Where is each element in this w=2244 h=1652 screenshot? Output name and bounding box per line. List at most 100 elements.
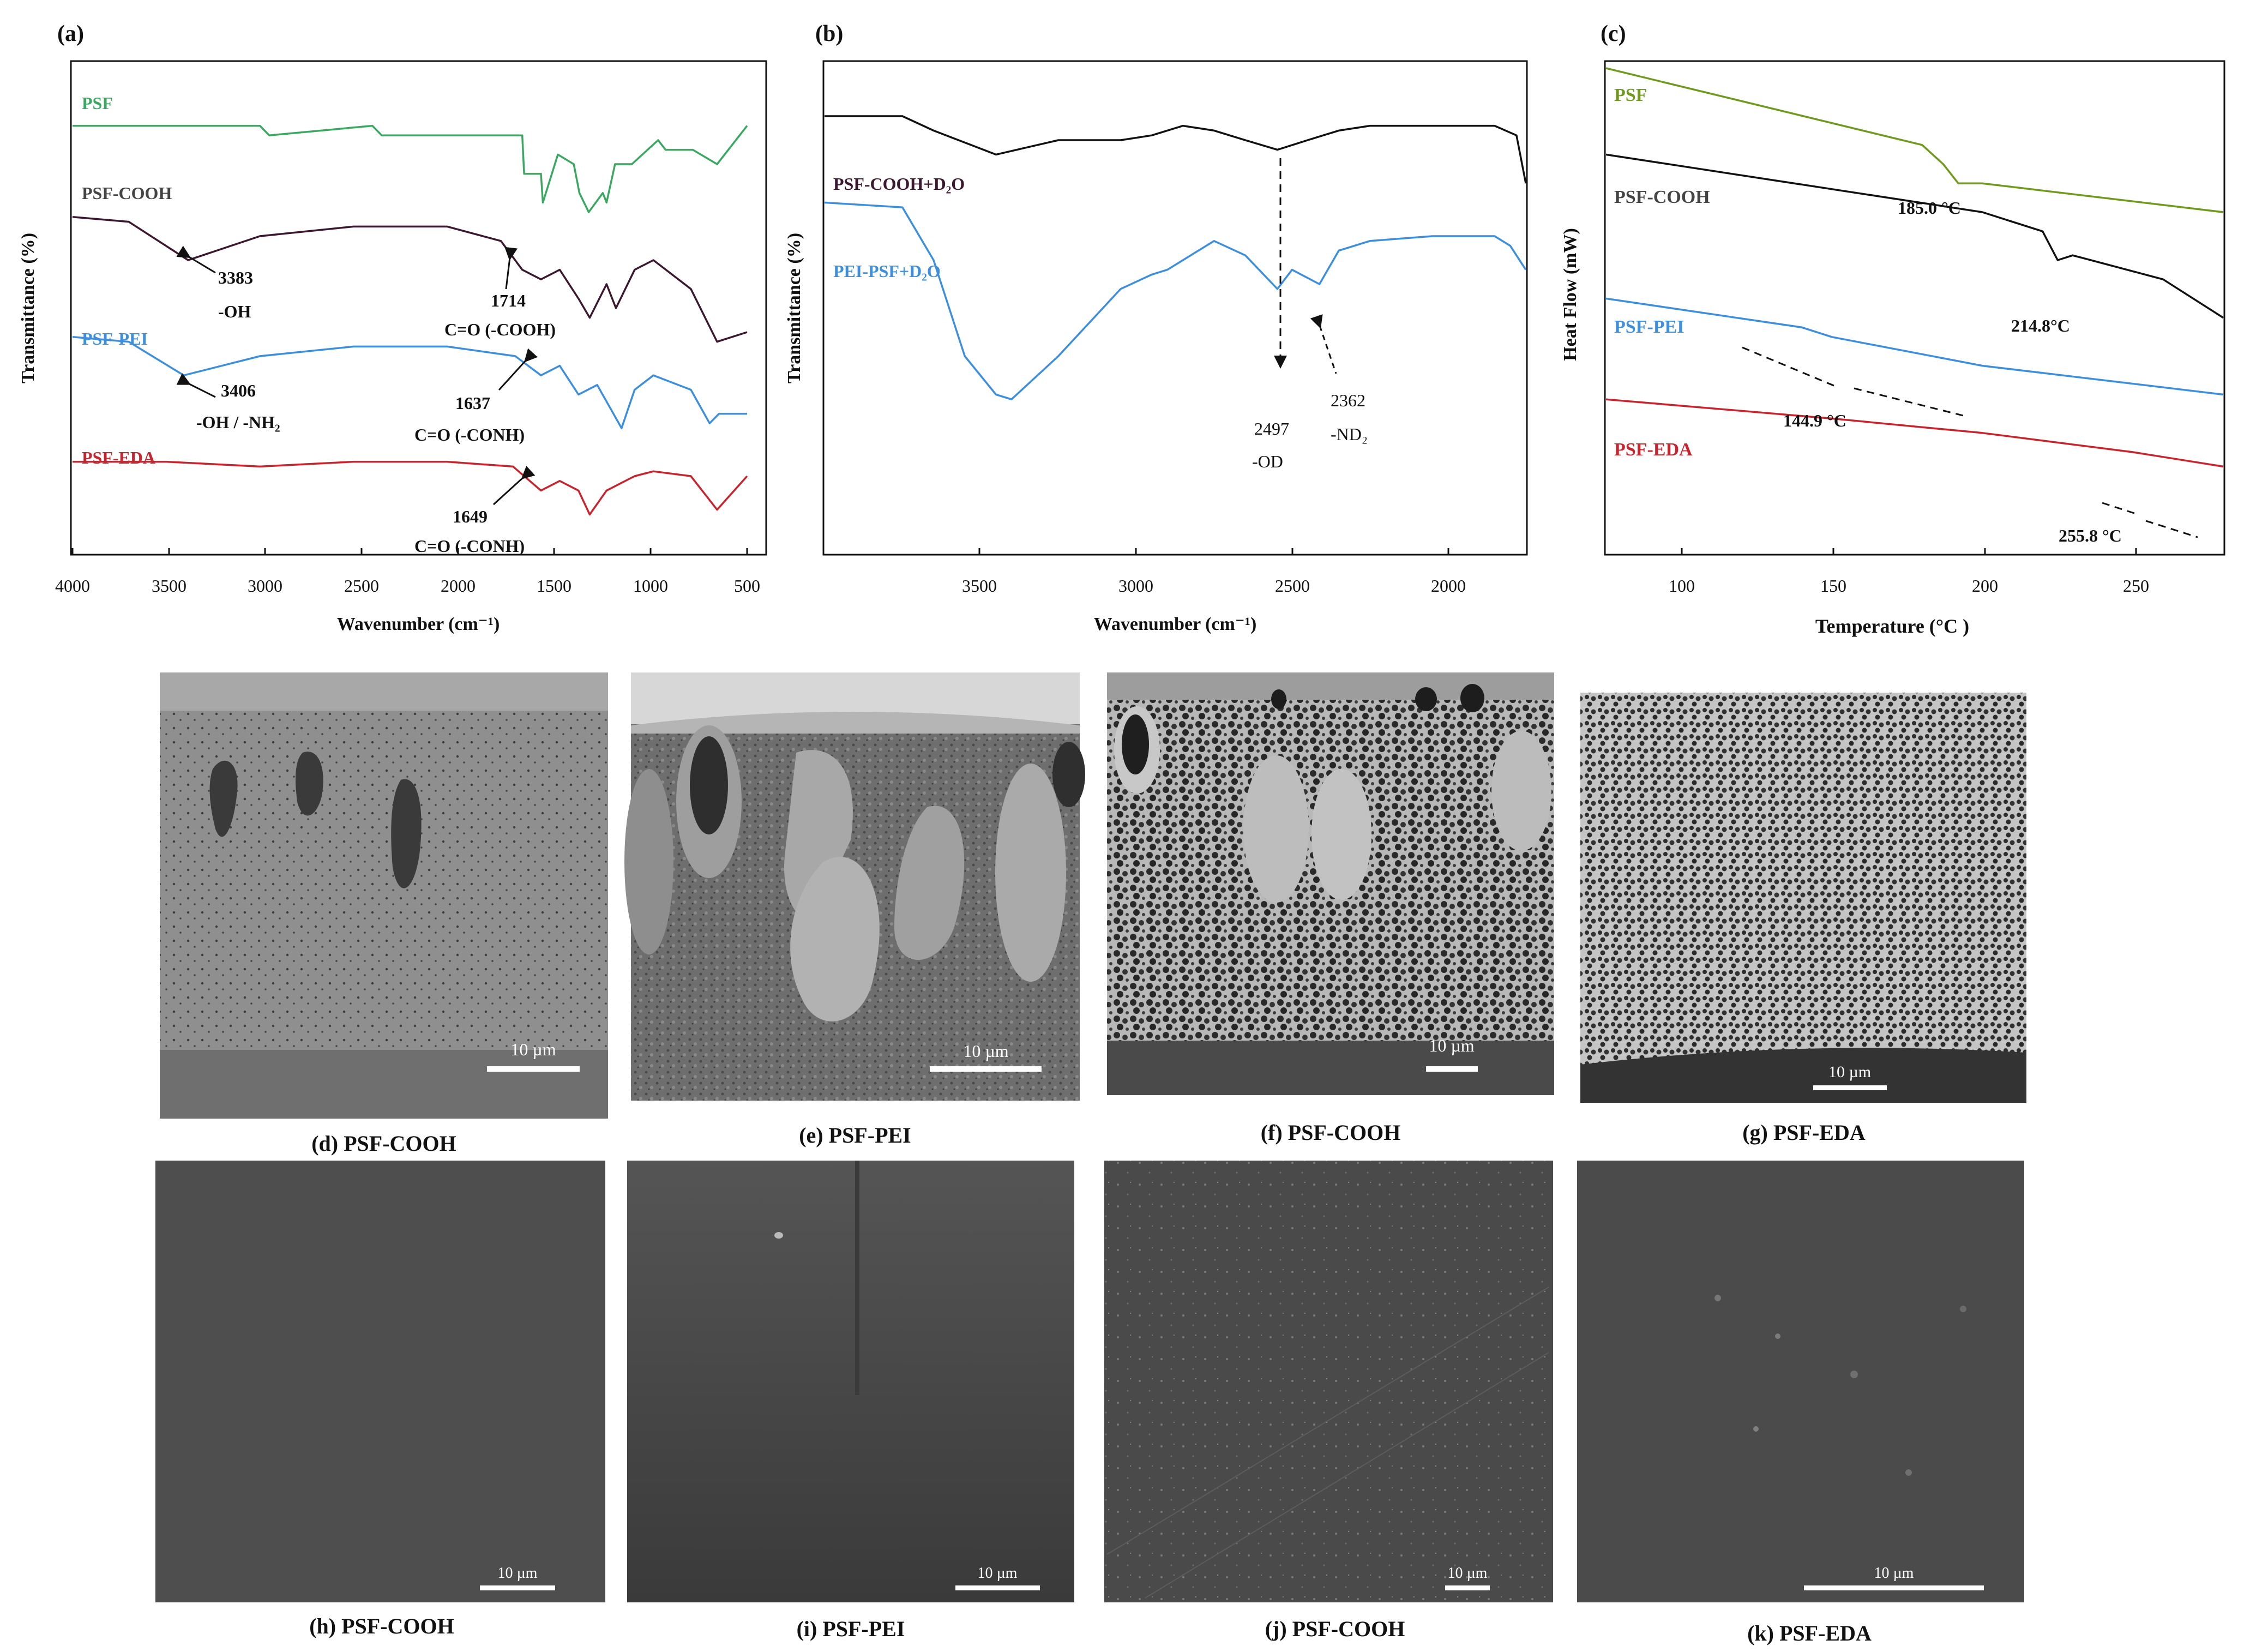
svg-text:10 µm: 10 µm (978, 1565, 1018, 1582)
tangent-eda-a (2102, 502, 2138, 515)
panel-b-ylabel: Transmittance (%) (784, 233, 804, 383)
tick-label: 3000 (248, 576, 282, 596)
panel-a-ylabel: Transmittance (%) (18, 233, 38, 383)
panel-c-lines (1605, 67, 2224, 468)
series-label-psf-cooh: PSF-COOH (82, 183, 172, 203)
tick-label: 3500 (962, 576, 997, 596)
annotation-255: 255.8 °C (2059, 526, 2122, 545)
annotation-2362: 2362 -ND₂ (1310, 314, 1368, 444)
svg-text:C=O (-COOH): C=O (-COOH) (444, 320, 556, 339)
tick-label: 2000 (441, 576, 476, 596)
annotation-1637: 1637 C=O (-CONH) (414, 348, 538, 444)
tick-label: 2000 (1431, 576, 1466, 596)
svg-text:10 µm: 10 µm (1448, 1565, 1488, 1582)
annotation-1714: 1714 C=O (-COOH) (444, 247, 556, 339)
annotation-185: 185.0 °C (1898, 198, 1961, 218)
series-line-c-0 (1605, 67, 2224, 213)
annotation-3383: 3383 -OH (176, 245, 253, 321)
sem-image-d: 10 µm (160, 672, 608, 1119)
series-label-dsc-psf-pei: PSF-PEI (1614, 317, 1684, 337)
svg-text:10 µm: 10 µm (498, 1565, 538, 1582)
svg-text:10 µm: 10 µm (1429, 1036, 1474, 1055)
sem-image-h: 10 µm (155, 1161, 605, 1602)
series-line-a-0 (73, 124, 748, 213)
tick-label: 250 (2123, 576, 2149, 596)
svg-text:C=O (-CONH): C=O (-CONH) (414, 425, 525, 444)
sem-image-e: 10 µm (624, 672, 1085, 1101)
panel-a-lines (72, 124, 748, 516)
tick-label: 1000 (633, 576, 668, 596)
series-line-a-3 (73, 460, 748, 516)
tick-label: 3000 (1118, 576, 1153, 596)
svg-text:-OH: -OH (218, 302, 251, 321)
series-label-dsc-psf-eda: PSF-EDA (1614, 440, 1693, 460)
svg-text:C=O (-CONH): C=O (-CONH) (414, 536, 525, 556)
svg-text:10 µm: 10 µm (510, 1040, 556, 1059)
series-label-psf-pei: PSF-PEI (82, 329, 148, 349)
panel-c: (c) Heat Flow (mW) Temperature (°C ) 100… (1560, 21, 2225, 637)
svg-text:1714: 1714 (491, 291, 526, 310)
sem-image-j: 10 µm (1104, 1161, 1553, 1602)
annotation-3406: 3406 -OH / -NH₂ (176, 373, 280, 432)
svg-text:2362: 2362 (1331, 391, 1365, 410)
tangent-pei-a (1742, 346, 1838, 388)
panel-b-frame (822, 60, 1528, 556)
panel-a: (a) Transmittance (%) Wavenumber (cm⁻¹) … (18, 21, 767, 634)
series-line-a-1 (72, 216, 748, 343)
series-label-psf: PSF (82, 93, 113, 113)
svg-text:3406: 3406 (221, 381, 256, 400)
sem-caption-g: (g) PSF-EDA (1742, 1120, 1866, 1145)
tick-label: 150 (1820, 576, 1846, 596)
panel-a-ticks: 4000 3500 3000 2500 2000 1500 1000 500 (55, 548, 760, 596)
series-label-cooh-d2o: PSF-COOH+D₂O (833, 174, 965, 194)
panel-b-label: (b) (815, 21, 843, 46)
tick-label: 100 (1669, 576, 1695, 596)
panel-b-xlabel: Wavenumber (cm⁻¹) (1094, 614, 1257, 634)
panel-a-xlabel: Wavenumber (cm⁻¹) (337, 614, 500, 634)
sem-caption-k: (k) PSF-EDA (1747, 1621, 1872, 1645)
panel-b-ticks: 3500 3000 2500 2000 (962, 548, 1466, 596)
series-label-dsc-psf-cooh: PSF-COOH (1614, 187, 1710, 207)
panel-c-label: (c) (1601, 21, 1626, 46)
panel-b: (b) Transmittance (%) Wavenumber (cm⁻¹) … (784, 21, 1528, 634)
tick-label: 4000 (55, 576, 90, 596)
tick-label: 1500 (537, 576, 571, 596)
panel-b-lines (824, 115, 1527, 400)
sem-image-f: 10 µm (1107, 672, 1554, 1095)
panel-c-ticks: 100 150 200 250 (1669, 548, 2149, 596)
svg-text:10 µm: 10 µm (963, 1041, 1008, 1061)
svg-text:-OH / -NH₂: -OH / -NH₂ (196, 412, 280, 432)
svg-text:10 µm: 10 µm (1828, 1063, 1871, 1081)
annotation-144: 144.9 °C (1783, 411, 1846, 430)
sem-image-g: 10 µm (1580, 693, 2026, 1103)
series-line-a-2 (72, 336, 747, 429)
sem-caption-j: (j) PSF-COOH (1265, 1617, 1405, 1641)
tick-label: 200 (1972, 576, 1998, 596)
tick-label: 3500 (152, 576, 187, 596)
series-label-dsc-psf: PSF (1614, 85, 1647, 105)
tick-label: 2500 (1275, 576, 1310, 596)
svg-text:3383: 3383 (218, 268, 253, 287)
series-label-psf-eda: PSF-EDA (82, 448, 155, 467)
panel-c-xlabel: Temperature (°C ) (1815, 615, 1969, 637)
svg-text:10 µm: 10 µm (1874, 1565, 1914, 1582)
tick-label: 500 (734, 576, 760, 596)
sem-caption-i: (i) PSF-PEI (797, 1617, 905, 1641)
series-line-b-1 (824, 201, 1527, 400)
series-line-c-3 (1605, 398, 2224, 468)
panel-a-label: (a) (57, 21, 84, 46)
annotation-1649: 1649 C=O (-CONH) (414, 466, 536, 556)
tangent-pei-b (1854, 387, 1964, 417)
tick-label: 2500 (344, 576, 379, 596)
svg-text:-ND₂: -ND₂ (1331, 424, 1368, 444)
sem-row-1: 10 µm (d) PSF-COOH 10 µm (e) PSF-PEI (160, 672, 2026, 1156)
series-label-pei-d2o: PEI-PSF+D₂O (833, 261, 941, 281)
series-line-c-2 (1605, 297, 2224, 396)
sem-row-2: 10 µm (h) PSF-COOH 10 µm (i) PSF-PEI 10 … (155, 1161, 2024, 1645)
sem-caption-d: (d) PSF-COOH (311, 1131, 456, 1156)
annotation-214: 214.8°C (2011, 316, 2070, 335)
panel-c-frame (1604, 60, 2225, 556)
sem-image-k: 10 µm (1577, 1161, 2024, 1602)
series-line-b-0 (825, 115, 1527, 184)
panel-c-ylabel: Heat Flow (mW) (1560, 228, 1580, 361)
